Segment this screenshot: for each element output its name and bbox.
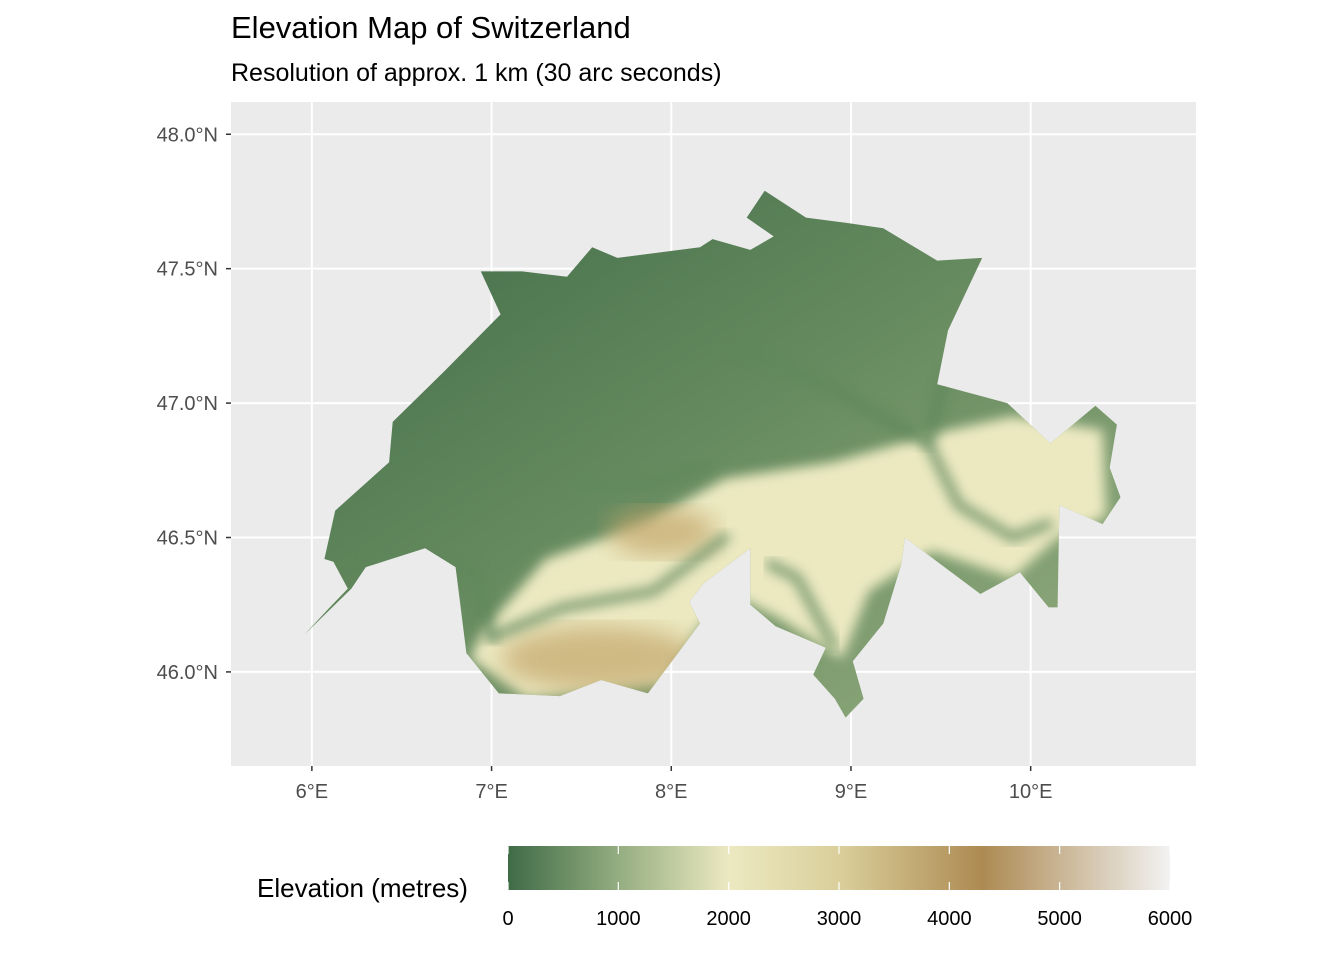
legend-tick-label: 0 [502, 908, 513, 930]
y-tick-label: 47.5°N [157, 259, 218, 281]
valley [765, 559, 838, 650]
legend-tick-label: 6000 [1148, 908, 1193, 930]
legend-tick-label: 3000 [817, 908, 862, 930]
x-tick-label: 9°E [835, 781, 867, 803]
valley [738, 344, 949, 448]
y-tick-label: 47.0°N [157, 393, 218, 415]
peak-area [500, 626, 699, 691]
x-tick-label: 8°E [655, 781, 687, 803]
valley [923, 438, 1054, 542]
legend-tick-label: 5000 [1037, 908, 1082, 930]
x-tick-label: 7°E [475, 781, 507, 803]
peak-area [608, 507, 717, 557]
chart-title: Elevation Map of Switzerland [231, 10, 631, 45]
chart-subtitle: Resolution of approx. 1 km (30 arc secon… [231, 59, 722, 87]
valley [576, 457, 712, 494]
legend-tick-label: 4000 [927, 908, 972, 930]
legend-colorbar: 0 1000 2000 3000 4000 5000 6000 [502, 846, 1192, 930]
legend-title: Elevation (metres) [257, 873, 468, 903]
x-axis: 6°E 7°E 8°E 9°E 10°E [296, 766, 1053, 803]
x-tick-label: 10°E [1009, 781, 1053, 803]
y-axis: 48.0°N 47.5°N 47.0°N 46.5°N 46.0°N [157, 124, 231, 684]
legend-tick-label: 2000 [706, 908, 751, 930]
country-lowland [304, 190, 1121, 718]
terrain-detail [361, 344, 1107, 699]
y-tick-label: 46.0°N [157, 662, 218, 684]
legend-tick-label: 1000 [596, 908, 641, 930]
y-tick-label: 46.5°N [157, 527, 218, 549]
y-tick-label: 48.0°N [157, 124, 218, 146]
terrain-layer [304, 190, 1121, 718]
valley [487, 533, 730, 642]
x-tick-label: 6°E [296, 781, 328, 803]
